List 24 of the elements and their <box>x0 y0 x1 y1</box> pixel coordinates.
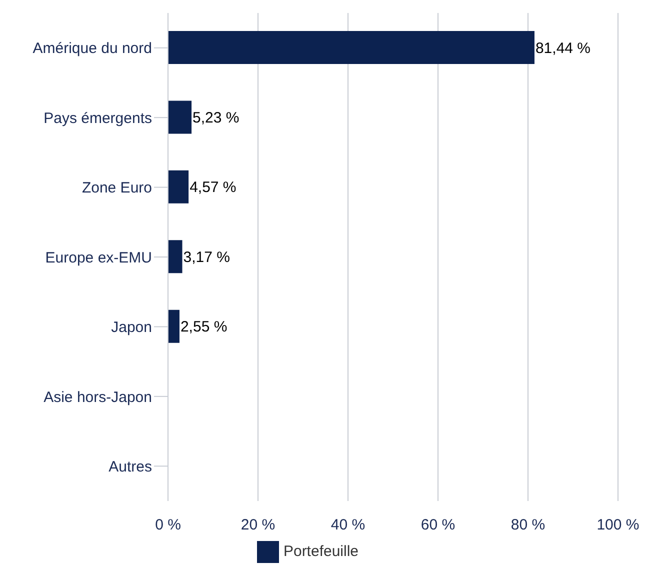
x-tick-label: 60 % <box>420 516 456 534</box>
y-tick-label: Amérique du nord <box>32 40 152 58</box>
bar <box>168 310 180 343</box>
bar <box>168 170 189 204</box>
data-label: 5,23 % <box>192 109 240 126</box>
x-tick-label: 40 % <box>330 516 366 534</box>
y-tick-label: Zone Euro <box>82 180 152 197</box>
data-label: 81,44 % <box>535 40 591 57</box>
y-tick-label: Pays émergents <box>44 110 152 127</box>
y-tick-label: Europe ex-EMU <box>45 249 152 266</box>
x-tick-label: 100 % <box>596 516 640 534</box>
y-tick-label: Autres <box>108 458 152 476</box>
legend-label: Portefeuille <box>283 543 359 560</box>
x-tick-label: 0 % <box>155 516 181 534</box>
bar <box>168 100 192 134</box>
data-label: 3,17 % <box>183 248 230 266</box>
bar <box>168 240 182 274</box>
data-label: 2,55 % <box>180 318 228 336</box>
x-tick-label: 80 % <box>510 516 546 534</box>
x-tick-label: 20 % <box>240 516 276 534</box>
y-tick-label: Asie hors-Japon <box>44 388 152 406</box>
y-tick-label: Japon <box>111 319 152 336</box>
data-label: 4,57 % <box>190 179 236 196</box>
bar <box>168 31 534 64</box>
